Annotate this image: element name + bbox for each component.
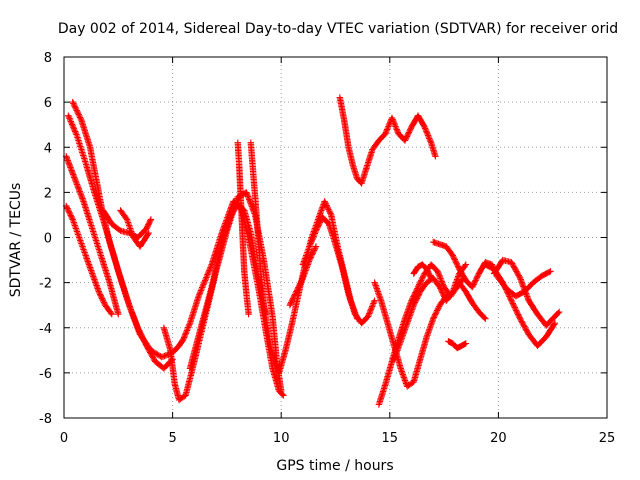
series-markers <box>63 202 115 318</box>
series-markers <box>234 139 252 318</box>
data-points <box>63 94 563 408</box>
y-tick-label: 0 <box>44 232 52 247</box>
series-track-12 <box>299 214 378 327</box>
series-track-10 <box>247 139 270 318</box>
plot-frame <box>63 56 608 419</box>
series-markers <box>490 256 563 329</box>
y-tick-label: -4 <box>39 322 52 337</box>
y-tick-label: 6 <box>44 96 52 111</box>
series-track-2 <box>65 112 176 372</box>
series-markers <box>117 207 152 250</box>
series-track-18 <box>410 261 435 282</box>
y-tick-label: -8 <box>39 412 52 427</box>
series-track-22 <box>445 338 469 352</box>
series-markers <box>65 112 176 372</box>
series-markers <box>336 94 439 187</box>
y-tick-label: 4 <box>44 141 52 156</box>
x-tick-label: 0 <box>60 431 68 446</box>
series-track-4 <box>63 202 115 318</box>
grid-lines <box>64 57 607 418</box>
y-tick-label: -2 <box>39 277 52 292</box>
x-tick-label: 5 <box>168 431 176 446</box>
series-track-14 <box>336 94 439 187</box>
series-track-9 <box>234 139 252 318</box>
series-markers <box>299 214 378 327</box>
series-markers <box>456 279 489 322</box>
series-markers <box>445 338 469 352</box>
x-tick-label: 20 <box>490 431 507 446</box>
chart-title: Day 002 of 2014, Sidereal Day-to-day VTE… <box>58 21 618 37</box>
y-axis-label: SDTVAR / TECUs <box>8 183 24 298</box>
series-markers <box>63 153 122 318</box>
x-tick-label: 10 <box>273 431 290 446</box>
x-axis-label: GPS time / hours <box>276 458 393 474</box>
series-track-23 <box>456 279 489 322</box>
x-tick-label: 15 <box>382 431 399 446</box>
series-markers <box>410 261 435 282</box>
series-markers <box>371 279 450 390</box>
series-track-13 <box>286 243 320 309</box>
x-tick-labels: 0 5 10 15 20 25 <box>60 431 615 446</box>
y-tick-label: -6 <box>39 367 52 382</box>
y-tick-label: 2 <box>44 186 52 201</box>
series-track-6 <box>117 207 152 250</box>
x-tick-label: 25 <box>599 431 616 446</box>
y-tick-labels: -8 -6 -4 -2 0 2 4 6 8 <box>39 51 52 427</box>
series-track-15 <box>371 279 450 390</box>
y-tick-label: 8 <box>44 51 52 66</box>
series-track-21 <box>490 256 563 329</box>
series-track-3 <box>63 153 122 318</box>
series-markers <box>286 243 320 309</box>
series-markers <box>247 139 270 318</box>
